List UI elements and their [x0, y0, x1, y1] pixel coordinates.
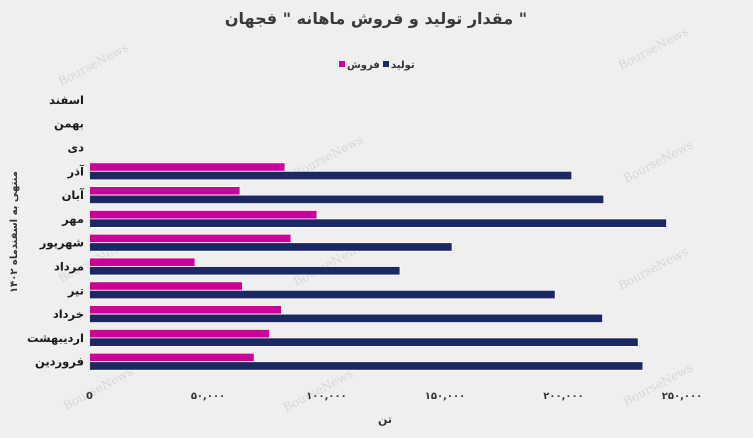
- watermark-text: BourseNews: [621, 137, 695, 185]
- category-label: مرداد: [54, 260, 84, 274]
- watermark-text: BourseNews: [61, 364, 135, 412]
- legend: فروش تولید: [339, 60, 415, 71]
- category-label: آبان: [62, 188, 85, 202]
- category-label: شهریور: [39, 236, 84, 251]
- sales-bar: [89, 257, 196, 267]
- production-bar: [89, 170, 573, 181]
- production-bar: [89, 313, 603, 324]
- watermark-text: BourseNews: [56, 40, 130, 88]
- category-label: آذر: [67, 164, 86, 178]
- sales-bar: [89, 162, 286, 172]
- category-label: دی: [68, 141, 85, 155]
- sales-bar: [89, 209, 318, 220]
- x-tick-label: ۲۵۰,۰۰۰: [662, 391, 702, 402]
- y-axis-label: منتهی به اسفندماه ۱۴۰۲: [9, 171, 20, 293]
- watermark-text: BourseNews: [616, 24, 690, 72]
- chart-title: مقدار تولید و فروش ماهانه " فجهان ": [225, 9, 527, 28]
- x-tick-label: ۱۰۰,۰۰۰: [306, 391, 346, 402]
- sales-bar: [89, 352, 255, 363]
- production-bar: [89, 218, 667, 228]
- x-tick-label: ۵۰,۰۰۰: [191, 391, 225, 402]
- sales-bar: [89, 233, 292, 244]
- production-bar: [89, 289, 556, 300]
- x-tick-label: ۲۰۰,۰۰۰: [543, 391, 583, 402]
- sales-bar: [89, 328, 271, 339]
- x-axis: 0 ۵۰,۰۰۰ ۱۰۰,۰۰۰ ۱۵۰,۰۰۰ ۲۰۰,۰۰۰ ۲۵۰,۰۰۰: [86, 391, 702, 402]
- production-bar: [89, 266, 401, 276]
- category-label: بهمن: [54, 117, 84, 131]
- category-label: مهر: [61, 212, 84, 226]
- sales-bar: [89, 305, 282, 315]
- production-bar: [89, 337, 639, 347]
- x-tick-label: 0: [86, 391, 93, 402]
- category-label: فروردین: [35, 355, 84, 370]
- x-axis-label: تن: [378, 413, 392, 426]
- legend-swatch-sales: [339, 61, 345, 67]
- x-tick-label: ۱۵۰,۰۰۰: [425, 391, 465, 402]
- category-axis: اسفند بهمن دی آذر آبان مهر شهریور مرداد تیر خرداد…: [27, 93, 85, 370]
- category-label: تیر: [67, 283, 84, 297]
- legend-swatch-production: [383, 61, 389, 67]
- sales-bar: [89, 281, 243, 291]
- production-bar: [89, 242, 453, 252]
- category-label: خرداد: [53, 307, 84, 321]
- production-bar: [89, 361, 644, 371]
- production-bar: [89, 194, 605, 205]
- category-label: اسفند: [49, 93, 84, 107]
- bars-layer: [89, 162, 667, 371]
- legend-label-production: تولید: [391, 60, 415, 71]
- watermark-text: BourseNews: [616, 244, 690, 292]
- category-label: اردیبهشت: [27, 331, 84, 345]
- legend-label-sales: فروش: [347, 60, 380, 71]
- sales-bar: [89, 186, 241, 196]
